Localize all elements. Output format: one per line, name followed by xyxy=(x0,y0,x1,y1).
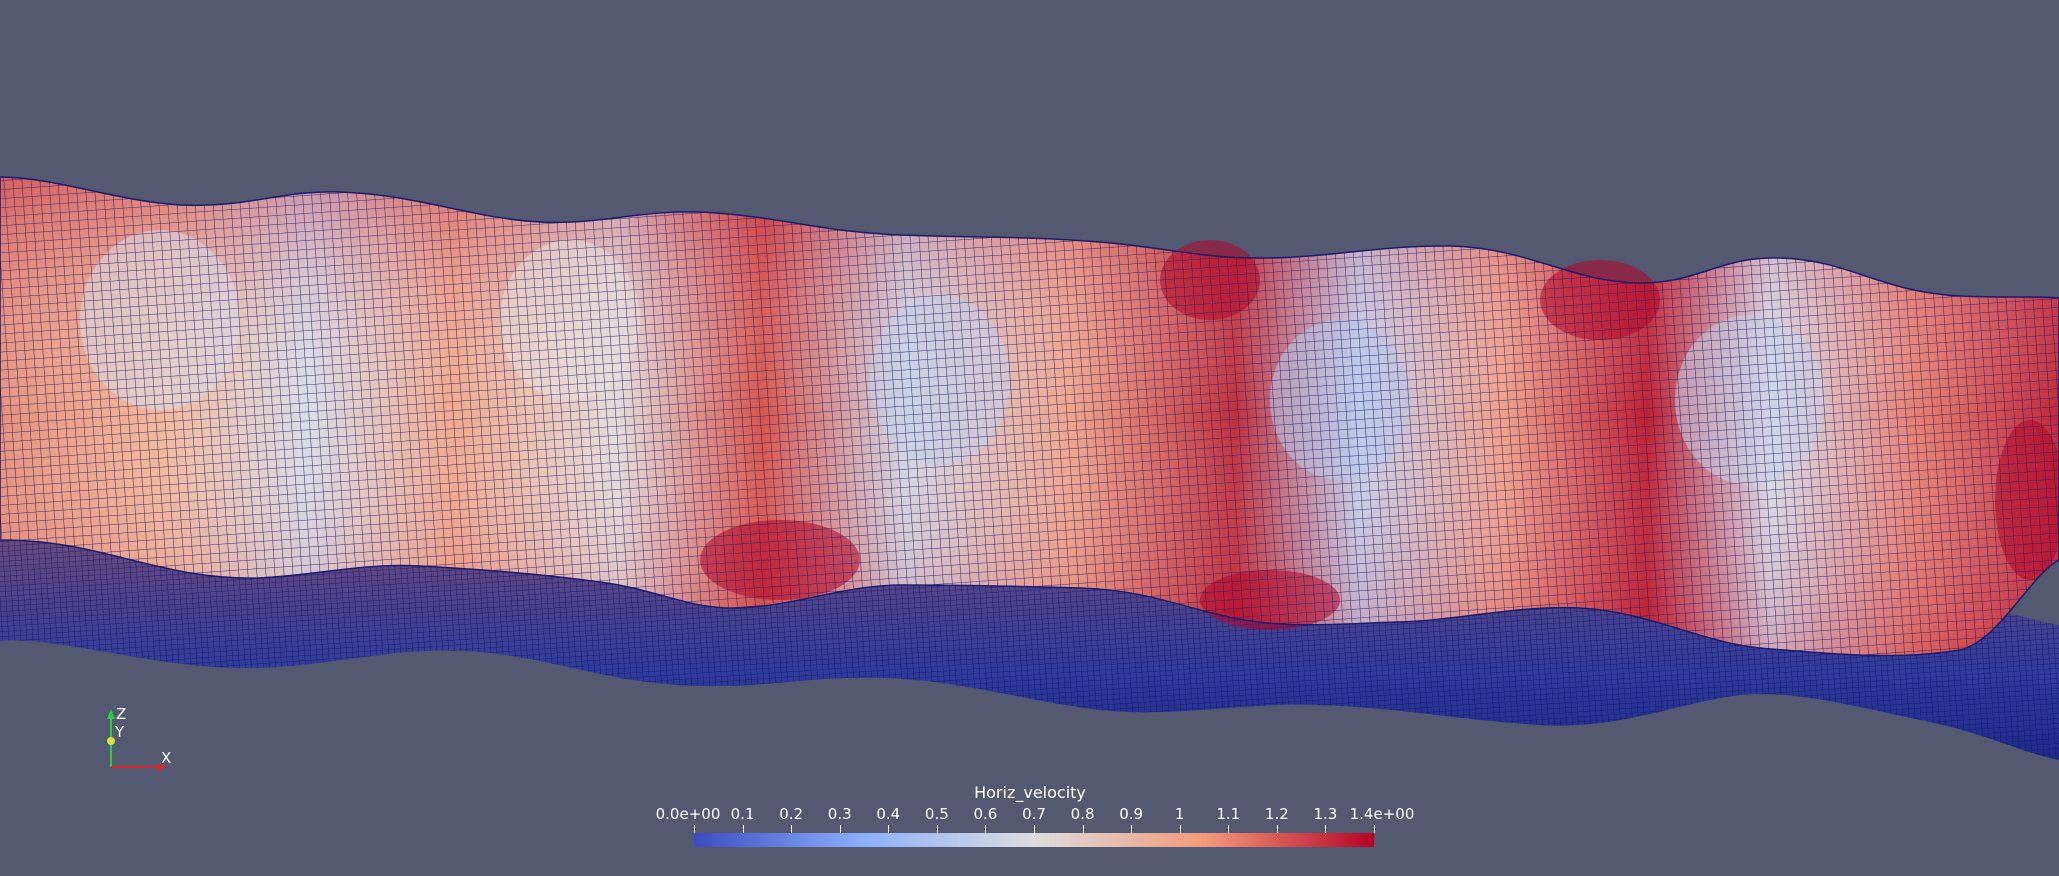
color-legend-tick-mark xyxy=(1325,825,1327,833)
color-legend-tick-mark xyxy=(1082,825,1084,833)
color-legend-tick-marks xyxy=(660,825,1400,833)
color-legend-gradient-bar xyxy=(694,833,1374,847)
color-legend-tick-label: 0.8 xyxy=(1070,805,1095,823)
color-legend-tick-mark xyxy=(1034,825,1035,833)
color-legend-tick-label: 0.5 xyxy=(924,805,949,823)
color-legend-tick-label: 0.9 xyxy=(1119,805,1144,823)
color-legend-tick-label: 0.0e+00 xyxy=(655,805,721,823)
color-legend-tick-mark xyxy=(1179,825,1181,833)
color-legend-tick-label: 1 xyxy=(1174,805,1185,823)
color-legend-tick-label: 1.3 xyxy=(1313,805,1338,823)
color-legend-tick-mark xyxy=(742,825,744,833)
color-legend-tick-label: 1.1 xyxy=(1216,805,1241,823)
color-legend-tick-label: 0.3 xyxy=(827,805,852,823)
orientation-axes: Z Y X xyxy=(95,705,185,785)
color-legend-tick-mark xyxy=(1131,825,1133,833)
color-legend-tick-label: 0.2 xyxy=(779,805,804,823)
z-axis-label: Z xyxy=(116,705,126,723)
color-legend-tick-mark xyxy=(1374,825,1375,833)
color-legend-tick-label: 1.2 xyxy=(1264,805,1289,823)
color-legend-tick-label: 0.1 xyxy=(730,805,755,823)
y-axis-label: Y xyxy=(114,723,125,741)
z-axis-arrow xyxy=(107,709,115,719)
color-legend-tick-mark xyxy=(839,825,841,833)
color-legend-tick-mark xyxy=(694,825,695,833)
x-axis-arrow xyxy=(157,763,167,771)
color-legend-tick-mark xyxy=(1276,825,1278,833)
color-legend-tick-mark xyxy=(791,825,793,833)
surface-top-mesh xyxy=(0,176,2059,657)
x-axis-label: X xyxy=(161,749,171,767)
color-legend-tick-label: 0.7 xyxy=(1022,805,1046,823)
color-legend-tick-label: 0.6 xyxy=(973,805,998,823)
color-legend-tick-label: 0.4 xyxy=(876,805,901,823)
color-legend[interactable]: Horiz_velocity 0.0e+00 0.1 0.2 0.3 0.4 0.5 0.6… xyxy=(656,783,1415,853)
color-legend-tick-mark xyxy=(888,825,890,833)
y-axis-marker xyxy=(107,737,115,745)
color-legend-tick-labels: 0.0e+00 0.1 0.2 0.3 0.4 0.5 0.6 0.7 0.8 0.9 1 1.1 1.… xyxy=(656,805,1415,825)
color-legend-title: Horiz_velocity xyxy=(974,783,1086,802)
color-legend-tick-label: 1.4e+00 xyxy=(1349,805,1415,823)
color-legend-tick-mark xyxy=(936,825,938,833)
color-legend-tick-mark xyxy=(1228,825,1230,833)
color-legend-tick-mark xyxy=(985,825,987,833)
